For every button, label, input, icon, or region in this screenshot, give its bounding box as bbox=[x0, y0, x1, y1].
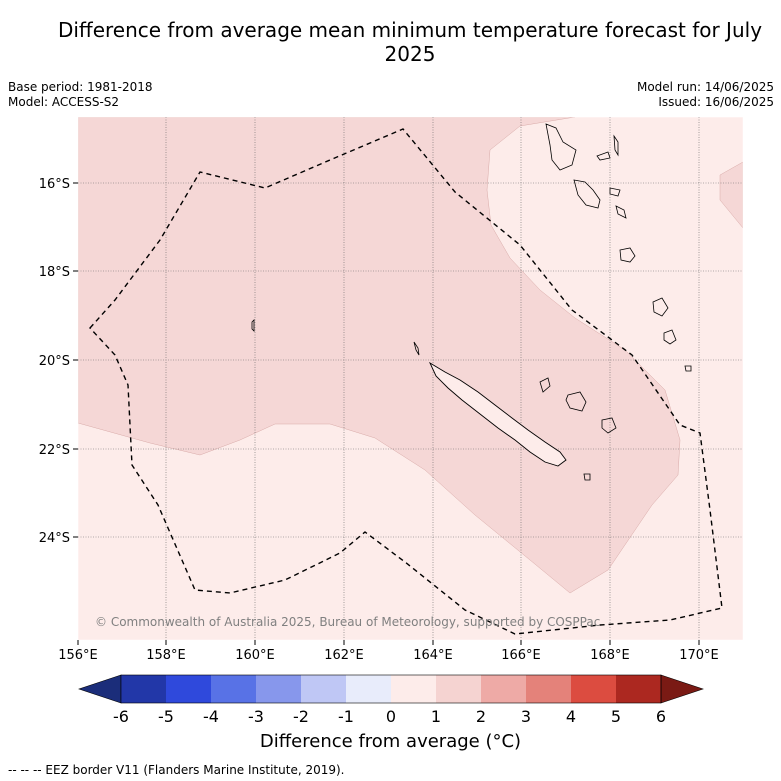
y-tick-label: 24°S bbox=[39, 531, 70, 546]
y-tick-label: 16°S bbox=[39, 177, 70, 192]
eez-border bbox=[89, 128, 723, 635]
maewo-island bbox=[613, 134, 619, 157]
ambrym-island bbox=[609, 187, 621, 197]
colorbar-segment bbox=[436, 675, 481, 703]
colorbar-tick-label: 3 bbox=[521, 707, 531, 726]
belep-islands bbox=[413, 341, 420, 356]
colorbar-tick-label: -5 bbox=[158, 707, 174, 726]
y-tick-label: 22°S bbox=[39, 443, 70, 458]
x-tick-label: 170°E bbox=[679, 648, 719, 663]
x-tick-label: 162°E bbox=[324, 648, 364, 663]
x-tick-label: 168°E bbox=[590, 648, 630, 663]
colorbar-segment bbox=[211, 675, 256, 703]
x-tick-label: 166°E bbox=[501, 648, 541, 663]
model-run: Model run: 14/06/2025 bbox=[636, 80, 774, 94]
espiritu-santo-island bbox=[545, 123, 577, 171]
colorbar-segment bbox=[526, 675, 571, 703]
colorbar-segment bbox=[391, 675, 436, 703]
colorbar-extension-high bbox=[660, 674, 704, 704]
x-tick-label: 164°E bbox=[413, 648, 453, 663]
colorbar-segment bbox=[346, 675, 391, 703]
x-tick-label: 158°E bbox=[146, 648, 186, 663]
colorbar-segment bbox=[481, 675, 526, 703]
map-gridlines bbox=[78, 117, 743, 640]
mare-island bbox=[601, 417, 617, 434]
colorbar-segment bbox=[121, 675, 166, 703]
y-axis-ticks bbox=[73, 182, 78, 538]
model-name: Model: ACCESS-S2 bbox=[8, 95, 120, 109]
colorbar-tick-label: 1 bbox=[431, 707, 441, 726]
lifou-island bbox=[565, 391, 587, 412]
x-tick-label: 156°E bbox=[58, 648, 98, 663]
y-tick-label: 18°S bbox=[39, 265, 70, 280]
colorbar-tick-label: -6 bbox=[113, 707, 129, 726]
colorbar-tick-label: 6 bbox=[656, 707, 666, 726]
ouvea-island bbox=[539, 377, 551, 393]
x-axis-ticks bbox=[77, 640, 700, 645]
colorbar-tick-label: 4 bbox=[566, 707, 576, 726]
colorbar-tick-label: -2 bbox=[293, 707, 309, 726]
colorbar-title: Difference from average (°C) bbox=[259, 731, 522, 752]
x-tick-label: 160°E bbox=[235, 648, 275, 663]
aneityum-island bbox=[684, 365, 692, 372]
meta-left: Base period: 1981-2018 Model: ACCESS-S2 bbox=[8, 80, 153, 110]
colorbar-segment bbox=[571, 675, 616, 703]
colorbar-tick-label: 5 bbox=[611, 707, 621, 726]
colorbar-segment bbox=[166, 675, 211, 703]
colorbar-frame bbox=[120, 674, 662, 704]
walpole-island bbox=[583, 473, 591, 481]
colorbar-tick-label: 0 bbox=[386, 707, 396, 726]
map-frame bbox=[77, 116, 744, 641]
tanna-island bbox=[663, 329, 677, 345]
issued-date: Issued: 16/06/2025 bbox=[658, 95, 774, 109]
colorbar: -6 -5 -4 -3 -2 -1 0 1 2 3 4 5 6 bbox=[78, 674, 704, 726]
copyright-watermark: © Commonwealth of Australia 2025, Bureau… bbox=[95, 615, 600, 629]
anomaly-region-1-2 bbox=[78, 117, 681, 594]
meta-right: Model run: 14/06/2025 Issued: 16/06/2025 bbox=[637, 80, 774, 110]
colorbar-tick-label: -1 bbox=[338, 707, 354, 726]
colorbar-tick-label: -4 bbox=[203, 707, 219, 726]
erromango-island bbox=[652, 297, 669, 317]
eez-footnote: -- -- -- EEZ border V11 (Flanders Marine… bbox=[8, 763, 345, 777]
epi-island bbox=[615, 205, 627, 219]
chesterfield-reef bbox=[251, 319, 255, 332]
malekula-island bbox=[573, 179, 601, 209]
colorbar-tick-label: -3 bbox=[248, 707, 264, 726]
anomaly-region-1-2-east bbox=[719, 161, 743, 229]
colorbar-segment bbox=[256, 675, 301, 703]
colorbar-tick-label: 2 bbox=[476, 707, 486, 726]
y-tick-label: 20°S bbox=[39, 354, 70, 369]
new-caledonia-island bbox=[428, 361, 567, 467]
base-period: Base period: 1981-2018 bbox=[8, 80, 153, 94]
colorbar-extension-low bbox=[78, 674, 122, 704]
efate-island bbox=[619, 247, 636, 263]
map-title: Difference from average mean minimum tem… bbox=[57, 18, 763, 66]
ambae-island bbox=[596, 151, 611, 161]
colorbar-segment bbox=[616, 675, 661, 703]
colorbar-segment bbox=[301, 675, 346, 703]
